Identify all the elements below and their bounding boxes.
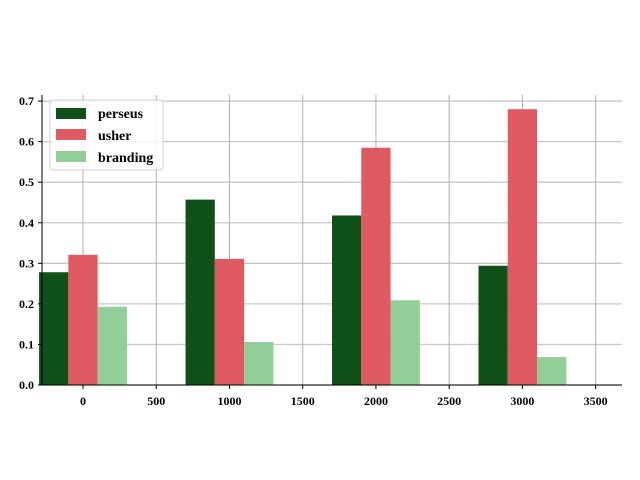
bar-perseus-1000: [185, 199, 215, 385]
y-tick-label: 0.5: [19, 175, 34, 189]
y-tick-label: 0.3: [19, 256, 34, 270]
legend-swatch-perseus: [56, 108, 86, 119]
bar-perseus-2000: [332, 215, 362, 385]
x-tick-label: 2000: [364, 394, 388, 408]
x-tick-label: 3000: [510, 394, 534, 408]
legend-label-branding: branding: [98, 151, 153, 166]
y-tick-label: 0.1: [19, 337, 34, 351]
x-tick-label: 3500: [584, 394, 608, 408]
x-tick-label: 2500: [437, 394, 461, 408]
bar-branding-2000: [390, 300, 420, 385]
x-tick-label: 1000: [217, 394, 241, 408]
legend: perseus usher branding: [49, 99, 164, 171]
y-tick-label: 0.0: [19, 378, 34, 392]
bar-perseus-3000: [478, 265, 508, 385]
x-tick-label: 0: [80, 394, 86, 408]
x-tick-label: 1500: [291, 394, 315, 408]
bar-usher-0: [68, 254, 98, 385]
y-tick-label: 0.6: [19, 135, 34, 149]
legend-label-perseus: perseus: [98, 107, 144, 122]
x-tick-label: 500: [147, 394, 165, 408]
legend-swatch-usher: [56, 129, 86, 140]
bar-branding-3000: [537, 357, 567, 385]
y-tick-label: 0.7: [19, 94, 34, 108]
axes: [41, 95, 622, 386]
legend-label-usher: usher: [98, 129, 131, 144]
legend-swatch-branding: [56, 151, 86, 162]
bar-usher-3000: [507, 109, 538, 385]
bar-branding-1000: [244, 342, 274, 385]
bar-usher-2000: [361, 147, 391, 385]
y-tick-label: 0.4: [19, 216, 34, 230]
y-tick-label: 0.2: [19, 297, 34, 311]
bar-branding-0: [97, 306, 127, 385]
ticks: 0.0 0.1 0.2 0.3 0.4 0.5 0.6 0.7 0 500 1000 1500 2000…: [19, 94, 608, 408]
bars: [39, 109, 567, 385]
bar-perseus-0: [39, 272, 69, 385]
bar-usher-1000: [214, 258, 245, 385]
